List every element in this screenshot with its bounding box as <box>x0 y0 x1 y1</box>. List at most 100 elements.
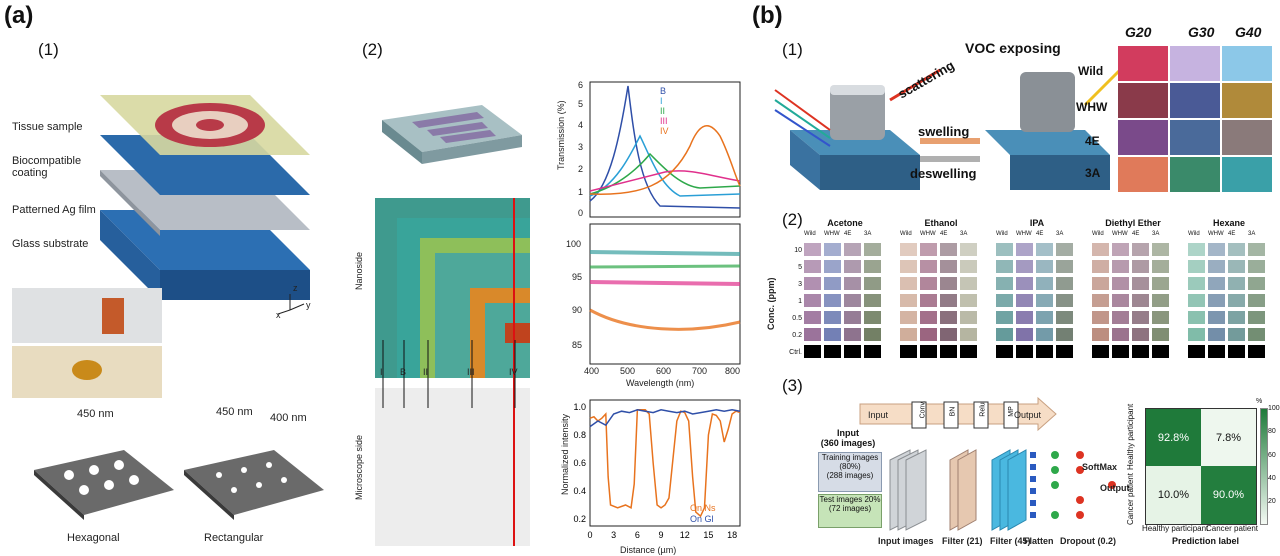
solvent-swatch <box>824 260 841 273</box>
xyz-axes-icon <box>277 294 305 315</box>
solvent-swatch <box>1152 294 1169 307</box>
solvent-swatch <box>1208 243 1225 256</box>
conc-row-label: 0.5 <box>792 315 802 322</box>
legend-i: I <box>660 96 663 106</box>
solvent-swatch <box>1152 243 1169 256</box>
solvent-swatch <box>804 260 821 273</box>
solvent-swatch <box>864 345 881 358</box>
solvent-swatch <box>1036 277 1053 290</box>
pipeline-input: Input <box>868 410 889 420</box>
solvent-swatch <box>844 243 861 256</box>
voc-swatch <box>1118 83 1168 118</box>
mid-xtick-800: 800 <box>725 366 741 376</box>
train-box-line3: (288 images) <box>826 471 874 480</box>
solvent-col-header: 3A <box>1152 231 1160 237</box>
solvent-swatch <box>900 260 917 273</box>
profile-xtick: 12 <box>680 530 690 540</box>
solvent-swatch <box>1132 345 1149 358</box>
label-filter45: Filter (45) <box>990 536 1031 546</box>
solvent-swatch <box>1056 243 1073 256</box>
profile-xtick: 6 <box>635 530 640 540</box>
solvent-col-header: Wild <box>996 231 1008 237</box>
solvent-swatch <box>1112 311 1129 324</box>
solvent-swatch <box>960 277 977 290</box>
cm-xlabel-1: Cancer patient <box>1206 524 1259 533</box>
solvent-swatch <box>996 328 1013 341</box>
mid-xtick-400: 400 <box>584 366 600 376</box>
solvent-title: Ethanol <box>924 218 958 228</box>
solvent-col-header: Wild <box>1092 231 1104 237</box>
slide-photo-bottom <box>12 346 162 398</box>
solvent-col-header: WHW <box>1112 231 1128 237</box>
input-box-line1: Input <box>837 428 859 438</box>
panel-a-label: (a) <box>4 2 34 29</box>
profile-ytick: 0.8 <box>573 430 586 440</box>
legend-iii: III <box>660 116 668 126</box>
mid-xlabel: Wavelength (nm) <box>626 378 695 388</box>
solvent-swatch <box>920 277 937 290</box>
solvent-swatch <box>844 311 861 324</box>
solvent-col-header: 4E <box>1228 231 1236 237</box>
solvent-swatch <box>804 243 821 256</box>
cm-ylabel-0: Healthy participant <box>1126 403 1135 470</box>
g40-label: G40 <box>1235 24 1262 40</box>
solvent-swatch <box>824 243 841 256</box>
solvent-col-header: WHW <box>920 231 936 237</box>
solvent-swatch <box>920 294 937 307</box>
voc-swatch <box>1222 46 1272 81</box>
solvent-swatch <box>824 277 841 290</box>
solvent-swatch <box>1112 328 1129 341</box>
label-softmax: SoftMax <box>1082 462 1118 472</box>
solvent-swatch <box>1056 311 1073 324</box>
profile-ytick: 0.2 <box>573 514 586 524</box>
cm-cell-01: 7.8% <box>1201 409 1256 466</box>
mid-ytick-85: 85 <box>572 340 583 350</box>
mid-ytick-95: 95 <box>572 272 583 282</box>
profile-xlabel: Distance (µm) <box>620 545 677 555</box>
solvent-swatch <box>1188 345 1205 358</box>
solvent-swatch <box>1036 243 1053 256</box>
profile-xtick: 18 <box>727 530 737 540</box>
solvent-swatch <box>804 294 821 307</box>
solvent-swatch <box>1056 345 1073 358</box>
cm-cbar-40: 40 <box>1268 475 1276 482</box>
cm-cbar-60: 60 <box>1268 452 1276 459</box>
solvent-swatch <box>1208 311 1225 324</box>
legend-on-gl: On Gl <box>690 514 714 524</box>
hex-dimension: 450 nm <box>77 408 114 420</box>
solvent-col-header: 4E <box>1132 231 1140 237</box>
solvent-swatch <box>824 311 841 324</box>
solvent-swatch <box>1248 277 1265 290</box>
solvent-swatch <box>920 328 937 341</box>
solvent-swatch <box>824 328 841 341</box>
spectra-ylabel: Transmission (%) <box>556 100 566 170</box>
solvent-swatch <box>920 311 937 324</box>
mid-xtick-600: 600 <box>656 366 672 376</box>
mid-xtick-500: 500 <box>620 366 636 376</box>
voc-swatch <box>1222 83 1272 118</box>
solvent-swatch <box>1036 345 1053 358</box>
conc-label: Conc. (ppm) <box>766 277 776 331</box>
solvent-swatch <box>844 294 861 307</box>
device-illustration <box>382 105 522 164</box>
solvent-swatch <box>920 345 937 358</box>
cm-cell-10: 10.0% <box>1146 466 1201 524</box>
panel-b3-label: (3) <box>782 376 803 395</box>
intensity-profile-chart: 0 3 6 9 12 15 18 0.2 0.4 0.6 0.8 1.0 <box>573 399 741 540</box>
line-profile-marker <box>513 198 515 546</box>
voc-swatch <box>1222 157 1272 192</box>
axis-x: x <box>276 310 281 320</box>
solvent-swatch <box>1248 294 1265 307</box>
g30-label: G30 <box>1188 24 1215 40</box>
voc-swatch <box>1118 120 1168 155</box>
cm-unit: % <box>1256 398 1263 405</box>
solvent-swatch <box>1016 311 1033 324</box>
mid-ytick-100: 100 <box>566 239 582 249</box>
solvent-col-header: Wild <box>1188 231 1200 237</box>
solvent-swatch <box>900 345 917 358</box>
solvent-swatch <box>1092 345 1109 358</box>
solvent-swatch <box>1016 260 1033 273</box>
cm-cbar-100: 100 <box>1268 405 1280 412</box>
transmission-spectra-top <box>589 81 741 218</box>
cnn-layers-illustration <box>889 449 1116 531</box>
